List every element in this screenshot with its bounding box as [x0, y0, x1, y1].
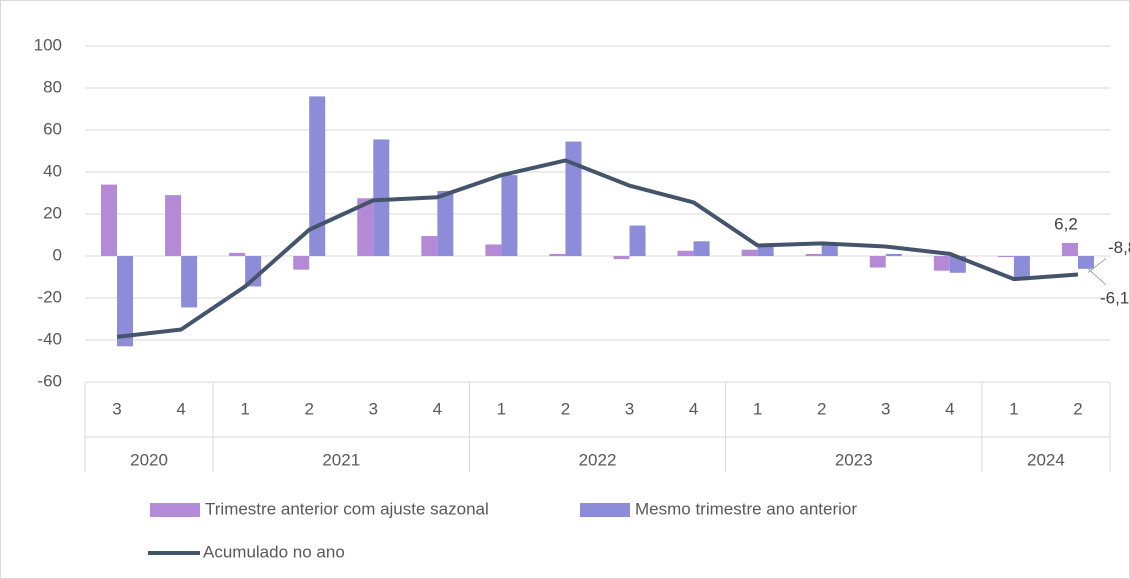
bar — [1013, 256, 1030, 281]
year-label: 2021 — [322, 450, 360, 469]
y-tick-label: 0 — [53, 245, 62, 264]
x-tick-label: 4 — [176, 399, 185, 418]
bar — [357, 198, 374, 256]
bar — [501, 175, 518, 256]
y-tick-label: 60 — [43, 119, 62, 138]
x-tick-label: 1 — [497, 399, 506, 418]
year-label: 2022 — [579, 450, 617, 469]
bar — [629, 225, 646, 256]
x-tick-label: 3 — [112, 399, 121, 418]
line — [116, 158, 1079, 339]
bar — [229, 252, 246, 256]
legend-label: Acumulado no ano — [203, 542, 345, 561]
x-tick-label: 1 — [240, 399, 249, 418]
x-tick-label: 2 — [1073, 399, 1082, 418]
bar — [485, 244, 502, 256]
x-tick-label: 2 — [304, 399, 313, 418]
data-label: -8,8 — [1108, 238, 1130, 257]
bar — [693, 241, 710, 256]
year-label: 2024 — [1027, 450, 1065, 469]
x-tick-label: 2 — [561, 399, 570, 418]
bar — [1077, 256, 1094, 269]
x-tick-label: 4 — [433, 399, 442, 418]
bar — [821, 245, 838, 256]
bar — [565, 141, 582, 256]
bar — [101, 184, 118, 256]
x-tick-label: 3 — [369, 399, 378, 418]
bar — [997, 256, 1014, 258]
leader-line — [1087, 258, 1107, 273]
y-tick-label: -40 — [37, 329, 62, 348]
y-tick-label: 20 — [43, 203, 62, 222]
leader-line — [1087, 268, 1107, 286]
bar — [933, 256, 950, 271]
y-tick-label: 80 — [43, 77, 62, 96]
bar — [677, 250, 694, 256]
bar — [293, 256, 310, 270]
bar — [549, 253, 566, 256]
y-tick-label: -20 — [37, 287, 62, 306]
bar — [181, 256, 198, 308]
x-tick-label: 3 — [625, 399, 634, 418]
year-label: 2020 — [130, 450, 168, 469]
bar — [245, 256, 262, 287]
bar — [885, 253, 902, 256]
bar — [741, 249, 758, 256]
bar — [1061, 242, 1078, 256]
bar — [421, 236, 438, 256]
x-tick-label: 4 — [689, 399, 698, 418]
x-tick-label: 3 — [881, 399, 890, 418]
x-tick-label: 4 — [945, 399, 954, 418]
year-label: 2023 — [835, 450, 873, 469]
bar — [869, 256, 886, 268]
bar — [613, 256, 630, 260]
legend-swatch — [580, 503, 630, 517]
bar — [805, 253, 822, 256]
legend-swatch — [150, 503, 200, 517]
bar — [373, 139, 390, 256]
x-tick-label: 1 — [753, 399, 762, 418]
x-tick-label: 2 — [817, 399, 826, 418]
bar — [757, 245, 774, 256]
y-tick-label: -60 — [37, 371, 62, 390]
data-label: -6,1 — [1100, 288, 1129, 307]
bar — [437, 190, 454, 256]
bar — [309, 96, 326, 257]
legend-label: Mesmo trimestre ano anterior — [635, 499, 857, 518]
bar — [117, 256, 134, 347]
data-label: 6,2 — [1054, 214, 1078, 233]
legend-label: Trimestre anterior com ajuste sazonal — [205, 499, 489, 518]
y-tick-label: 100 — [34, 35, 62, 54]
bar — [165, 195, 182, 256]
x-tick-label: 1 — [1009, 399, 1018, 418]
y-tick-label: 40 — [43, 161, 62, 180]
